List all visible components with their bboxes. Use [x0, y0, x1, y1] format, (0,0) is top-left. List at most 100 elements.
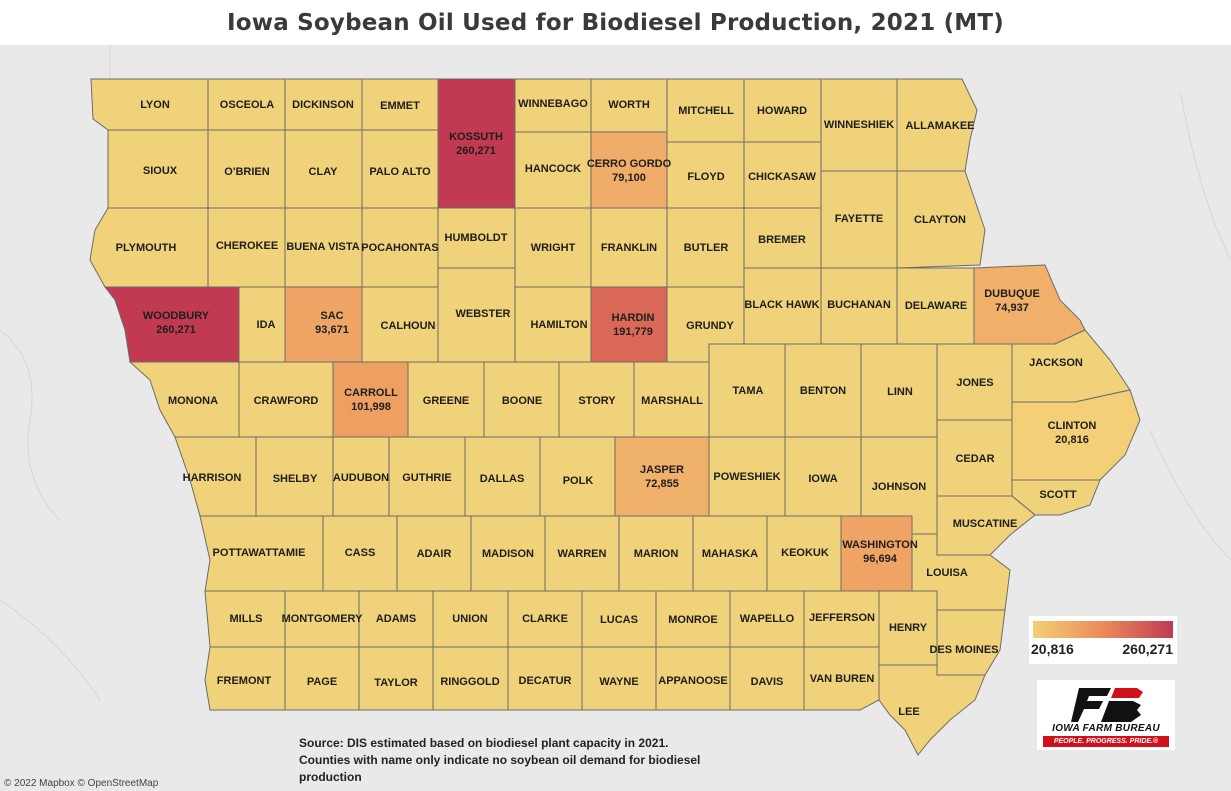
county-label-kossuth: KOSSUTH — [449, 131, 503, 143]
county-label-linn: LINN — [887, 386, 913, 398]
farm-bureau-mark-icon — [1071, 688, 1143, 722]
county-label-ringgold: RINGGOLD — [440, 676, 499, 688]
county-label-cherokee: CHEROKEE — [216, 240, 278, 252]
county-label-mitchell: MITCHELL — [678, 105, 734, 117]
county-label-wapello: WAPELLO — [740, 613, 795, 625]
county-label-muscatine: MUSCATINE — [953, 518, 1018, 530]
county-van-buren[interactable] — [803, 646, 880, 711]
county-label-cerro-gordo: CERRO GORDO — [587, 158, 672, 170]
county-des-moines[interactable] — [936, 609, 1006, 676]
county-label-floyd: FLOYD — [687, 171, 724, 183]
county-label-story: STORY — [578, 395, 616, 407]
county-label-clay: CLAY — [309, 166, 339, 178]
county-label-mills: MILLS — [230, 613, 263, 625]
county-label-greene: GREENE — [423, 395, 469, 407]
county-label-decatur: DECATUR — [519, 675, 572, 687]
county-label-monroe: MONROE — [668, 614, 718, 626]
title-bar: Iowa Soybean Oil Used for Biodiesel Prod… — [0, 0, 1231, 45]
source-line-2: Counties with name only indicate no soyb… — [299, 753, 701, 767]
county-value-dubuque: 74,937 — [995, 302, 1029, 314]
county-dubuque[interactable] — [973, 264, 1086, 345]
county-label-lee: LEE — [898, 706, 919, 718]
iowa-county-map[interactable]: LYON OSCEOLA DICKINSON EMMET KOSSUTH 260,271 W… — [0, 45, 1231, 791]
county-fremont[interactable] — [204, 646, 286, 711]
county-label-des-moines: DES MOINES — [929, 644, 998, 656]
county-label-chickasaw: CHICKASAW — [748, 171, 816, 183]
county-label-marion: MARION — [634, 548, 679, 560]
legend-gradient — [1033, 621, 1173, 638]
county-label-jefferson: JEFFERSON — [809, 612, 875, 624]
county-label-jackson: JACKSON — [1029, 357, 1083, 369]
county-label-plymouth: PLYMOUTH — [116, 242, 177, 254]
county-label-butler: BUTLER — [684, 242, 729, 254]
county-label-adams: ADAMS — [376, 613, 416, 625]
county-label-adair: ADAIR — [417, 548, 452, 560]
county-value-kossuth: 260,271 — [456, 145, 496, 157]
county-hardin[interactable] — [590, 286, 668, 363]
county-label-madison: MADISON — [482, 548, 534, 560]
county-label-o-brien: O'BRIEN — [224, 166, 269, 178]
logo-name: IOWA FARM BUREAU — [1052, 723, 1160, 734]
county-label-emmet: EMMET — [380, 100, 420, 112]
county-label-howard: HOWARD — [757, 105, 807, 117]
county-kossuth[interactable] — [437, 78, 516, 209]
county-label-wayne: WAYNE — [599, 676, 638, 688]
county-label-washington: WASHINGTON — [842, 539, 918, 551]
legend-max-label: 260,271 — [1122, 641, 1173, 657]
county-label-iowa: IOWA — [808, 473, 837, 485]
county-label-lucas: LUCAS — [600, 614, 638, 626]
county-label-grundy: GRUNDY — [686, 320, 734, 332]
county-label-hamilton: HAMILTON — [530, 319, 587, 331]
county-label-winnebago: WINNEBAGO — [518, 98, 588, 110]
county-label-calhoun: CALHOUN — [381, 320, 436, 332]
county-label-webster: WEBSTER — [456, 308, 511, 320]
county-label-union: UNION — [452, 613, 488, 625]
county-label-tama: TAMA — [733, 385, 764, 397]
county-label-montgomery: MONTGOMERY — [282, 613, 364, 625]
county-label-harrison: HARRISON — [183, 472, 242, 484]
county-value-woodbury: 260,271 — [156, 324, 196, 336]
county-label-dickinson: DICKINSON — [292, 99, 354, 111]
county-label-marshall: MARSHALL — [641, 395, 703, 407]
county-value-clinton: 20,816 — [1055, 434, 1089, 446]
county-label-pocahontas: POCAHONTAS — [361, 242, 438, 254]
county-value-washington: 96,694 — [863, 553, 898, 565]
county-cerro-gordo[interactable] — [590, 131, 668, 209]
county-label-jasper: JASPER — [640, 464, 684, 476]
county-label-guthrie: GUTHRIE — [402, 472, 452, 484]
county-label-carroll: CARROLL — [344, 387, 398, 399]
county-label-hancock: HANCOCK — [525, 163, 581, 175]
county-label-appanoose: APPANOOSE — [658, 675, 727, 687]
county-label-keokuk: KEOKUK — [781, 547, 829, 559]
county-label-lyon: LYON — [140, 99, 170, 111]
color-legend: 20,816 260,271 — [1029, 616, 1177, 664]
county-jasper[interactable] — [614, 436, 710, 517]
counties-layer[interactable] — [89, 78, 1141, 756]
county-label-franklin: FRANKLIN — [601, 242, 657, 254]
county-label-sac: SAC — [320, 310, 343, 322]
county-label-warren: WARREN — [558, 548, 607, 560]
county-label-wright: WRIGHT — [531, 242, 576, 254]
county-value-hardin: 191,779 — [613, 326, 653, 338]
county-label-pottawattamie: POTTAWATTAMIE — [213, 547, 306, 559]
county-value-carroll: 101,998 — [351, 401, 391, 413]
county-label-davis: DAVIS — [751, 676, 784, 688]
county-label-page: PAGE — [307, 676, 337, 688]
county-label-palo-alto: PALO ALTO — [369, 166, 431, 178]
map-attribution[interactable]: © 2022 Mapbox © OpenStreetMap — [4, 778, 159, 789]
county-label-fayette: FAYETTE — [835, 213, 884, 225]
county-clayton[interactable] — [896, 170, 986, 269]
iowa-farm-bureau-logo: IOWA FARM BUREAU PEOPLE. PROGRESS. PRIDE… — [1037, 680, 1175, 750]
source-note: Source: DIS estimated based on biodiesel… — [299, 735, 749, 786]
county-carroll[interactable] — [332, 361, 409, 438]
county-label-louisa: LOUISA — [926, 567, 968, 579]
map-area[interactable]: LYON OSCEOLA DICKINSON EMMET KOSSUTH 260,271 W… — [0, 45, 1231, 791]
county-label-johnson: JOHNSON — [872, 481, 926, 493]
county-label-worth: WORTH — [608, 99, 650, 111]
county-label-winneshiek: WINNESHIEK — [824, 119, 894, 131]
county-label-clayton: CLAYTON — [914, 214, 966, 226]
legend-min-label: 20,816 — [1031, 641, 1074, 657]
county-label-sioux: SIOUX — [143, 165, 178, 177]
county-lee[interactable] — [878, 664, 986, 756]
background-lines — [0, 45, 1231, 701]
